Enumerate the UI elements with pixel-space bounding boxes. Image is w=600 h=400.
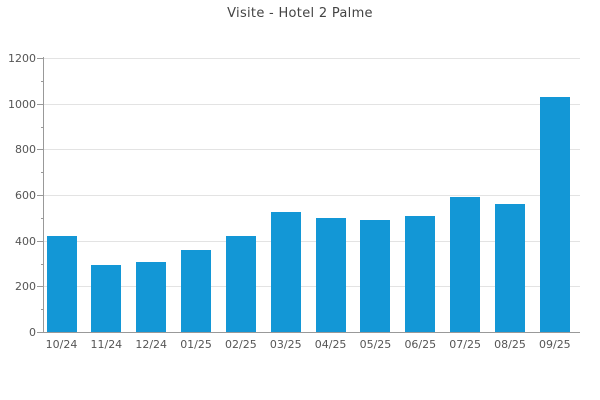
x-axis-label: 06/25 [404,338,437,351]
y-axis-label: 1200 [8,52,36,65]
y-major-tick [37,286,44,288]
bar-04/25[interactable] [315,217,346,332]
bar-08/25[interactable] [495,204,525,332]
bar-07/25[interactable] [450,197,481,332]
x-axis-label: 04/25 [314,338,347,351]
chart-title: Visite - Hotel 2 Palme [227,6,373,21]
y-major-tick [37,103,44,105]
y-minor-tick [41,263,44,265]
y-major-tick [37,240,44,242]
gridline [44,149,580,151]
y-major-tick [37,195,44,196]
x-axis-label: 11/24 [90,338,123,351]
y-major-tick [37,332,44,333]
y-axis-label: 800 [15,143,36,157]
bar-02/25[interactable] [225,236,256,332]
x-axis-label: 09/25 [538,338,571,351]
bar-11/24[interactable] [91,264,122,332]
gridline [44,195,580,196]
y-axis-label: 0 [29,326,36,339]
y-minor-tick [41,172,44,174]
x-axis-line [43,332,580,333]
gridline [44,240,580,242]
x-axis-label: 05/25 [359,338,392,351]
gridline [44,103,580,105]
x-axis-label: 01/25 [180,338,212,351]
x-axis-label: 10/24 [45,338,78,351]
x-axis-label: 07/25 [449,338,481,351]
gridline [44,286,580,288]
x-axis-label: 03/25 [269,338,302,351]
x-axis-label: 02/25 [225,338,257,351]
y-axis-label: 200 [15,280,36,294]
bar-09/25[interactable] [539,96,570,332]
y-minor-tick [41,217,44,219]
y-axis-label: 600 [15,189,36,202]
plot-area [43,57,580,333]
y-major-tick [37,58,44,59]
bar-06/25[interactable] [405,215,436,332]
bar-03/25[interactable] [270,212,301,332]
y-minor-tick [41,309,44,311]
bar-05/25[interactable] [360,220,391,332]
x-axis-label: 08/25 [494,338,526,351]
bar-12/24[interactable] [136,262,167,332]
bar-01/25[interactable] [181,249,212,332]
y-axis-label: 1000 [8,97,36,111]
y-minor-tick [41,80,44,82]
x-axis-label: 12/24 [135,338,168,351]
y-axis-label: 400 [15,234,36,248]
y-minor-tick [41,126,44,128]
gridline [44,58,580,59]
y-major-tick [37,149,44,151]
bar-10/24[interactable] [46,236,77,332]
